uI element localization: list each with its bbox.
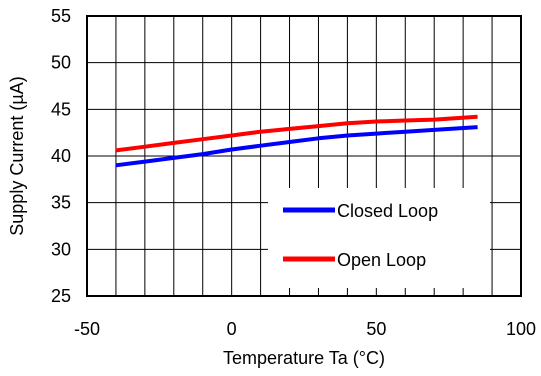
x-axis-label: Temperature Ta (°C) [223, 348, 385, 368]
plot-frame [86, 15, 522, 297]
legend-label-open-loop: Open Loop [337, 250, 426, 270]
legend-box [268, 188, 490, 288]
y-tick-label: 25 [51, 286, 71, 306]
legend-label-closed-loop: Closed Loop [337, 201, 438, 221]
y-tick-label: 50 [51, 53, 71, 73]
x-tick-label: 100 [506, 319, 536, 339]
y-tick-label: 45 [51, 99, 71, 119]
legend: Closed Loop Open Loop [268, 188, 490, 288]
x-tick-label: 0 [227, 319, 237, 339]
y-tick-label: 55 [51, 6, 71, 26]
x-tick-label: 50 [366, 319, 386, 339]
grid [87, 16, 521, 296]
series-line-closed-loop [115, 125, 478, 168]
series-layer [115, 114, 478, 168]
tick-labels: -50 0 50 100 25 30 35 40 45 50 55 [51, 6, 536, 339]
y-tick-label: 30 [51, 239, 71, 259]
y-tick-label: 40 [51, 146, 71, 166]
y-tick-label: 35 [51, 193, 71, 213]
y-axis-label: Supply Current (µA) [7, 76, 27, 235]
series-line-open-loop [115, 114, 478, 153]
x-tick-label: -50 [74, 319, 100, 339]
